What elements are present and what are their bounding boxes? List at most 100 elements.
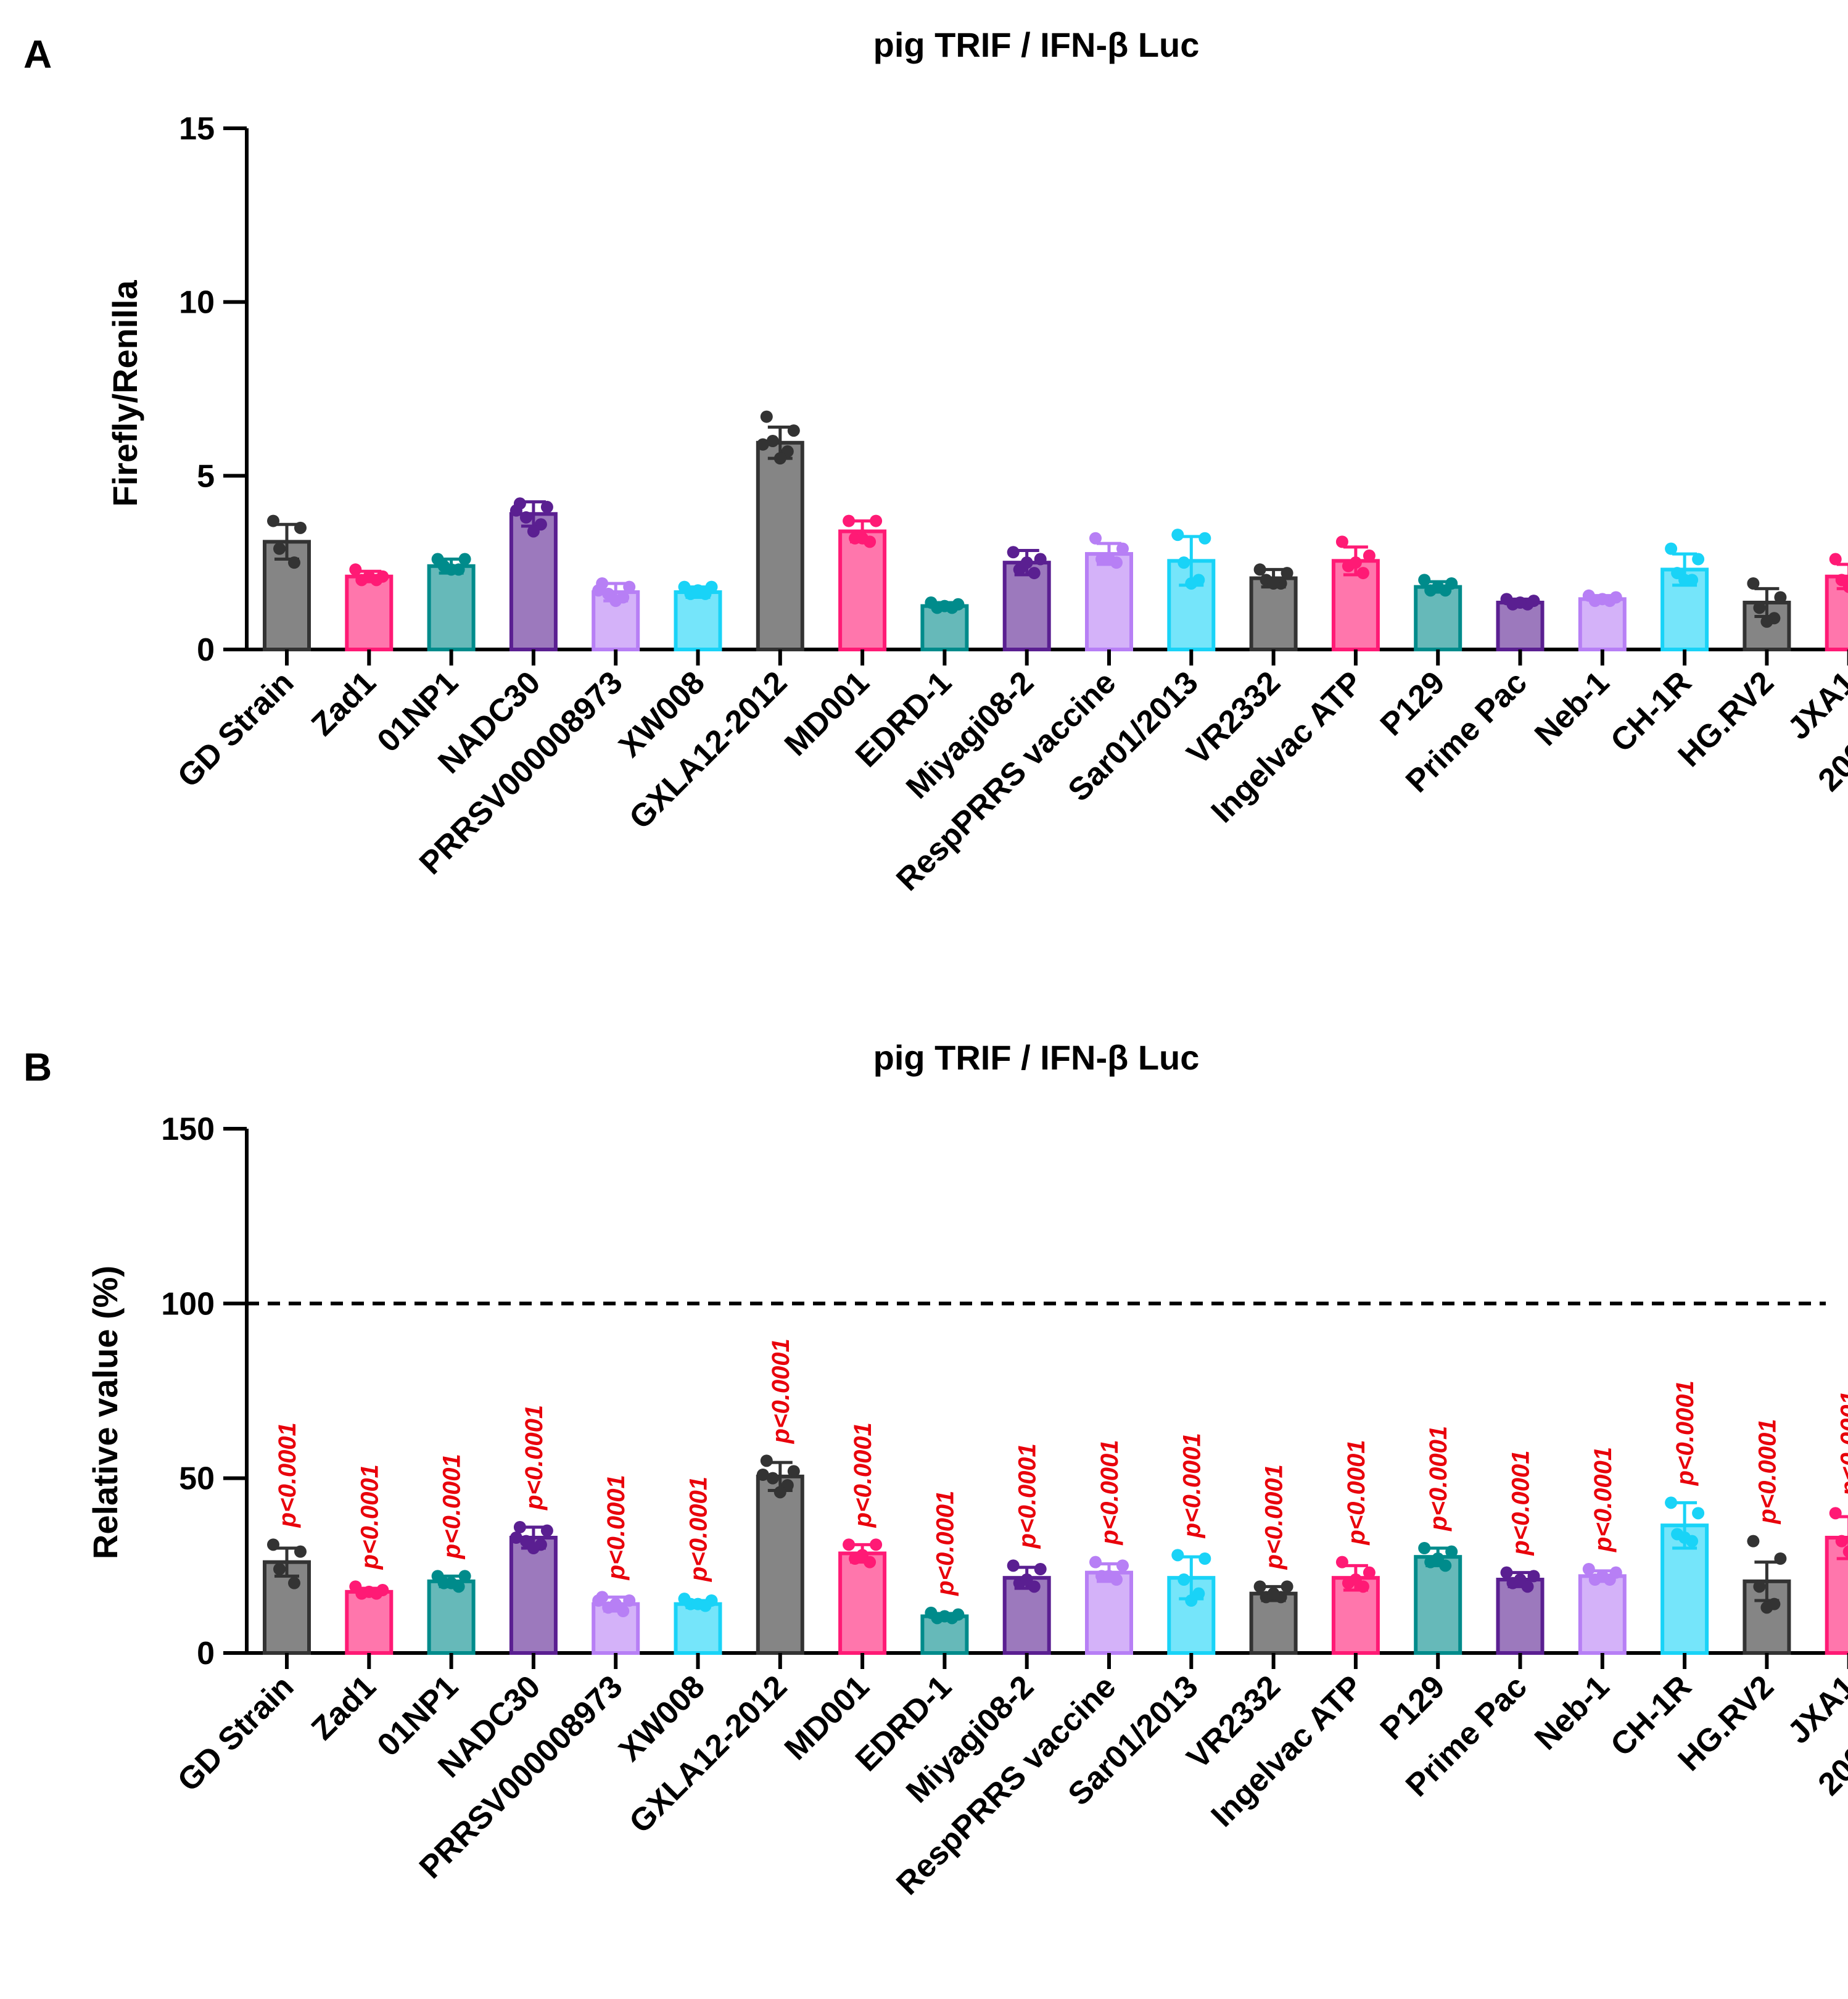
y-tick-label: 50 [179,1461,215,1497]
data-point [760,1454,773,1467]
p-value-label: p<0.0001 [1508,1451,1535,1556]
data-point [1418,1542,1431,1554]
data-point [870,514,883,527]
category-label: GD Strain [171,664,301,794]
data-point [519,511,532,524]
p-value-label: p<0.0001 [1425,1426,1452,1531]
y-tick-label: 15 [179,111,215,147]
data-point [1089,532,1102,545]
bar [1578,597,1627,651]
data-point [1349,556,1362,569]
data-point [288,1577,300,1589]
data-point [1007,1559,1020,1572]
category-label: GD Strain [171,1668,301,1799]
category-label: P129 [1374,1668,1452,1747]
data-point [756,1469,769,1481]
data-point [1185,577,1198,590]
data-point [513,1521,526,1533]
data-point [1363,549,1376,562]
category-label: Neb-1 [1528,1668,1616,1757]
data-point [1116,542,1129,555]
panel-a-title: pig TRIF / IFN-β Luc [873,25,1200,64]
panel-a: A pig TRIF / IFN-β Luc Firefly/Renilla 0… [23,25,1848,898]
bar [756,1474,804,1655]
y-tick-label: 10 [179,285,215,321]
data-point [1842,580,1848,593]
p-value-label: p<0.0001 [521,1405,548,1511]
data-point [1678,1531,1691,1544]
data-point [1034,553,1047,566]
p-value-label: p<0.0001 [1096,1440,1123,1546]
data-point [1500,1566,1513,1579]
data-point [1116,1559,1129,1572]
p-value-label: p<0.0001 [1590,1447,1617,1552]
bar [1496,600,1545,652]
bar [1578,1574,1627,1655]
data-point [1432,1552,1445,1565]
data-point [766,435,779,447]
data-point [1171,529,1184,542]
data-point [1335,1556,1348,1568]
p-value-label: p<0.0001 [439,1454,466,1559]
data-point [527,525,540,538]
bar [920,604,969,651]
data-point [787,424,800,437]
data-point [1020,1573,1033,1586]
data-point [1171,1549,1184,1562]
data-point [540,501,553,514]
data-point [870,1538,883,1551]
data-point [623,1594,636,1607]
data-point [1335,535,1348,548]
bar [427,564,476,651]
data-point [1596,1570,1609,1583]
data-point [1582,1563,1595,1575]
data-point [1089,1556,1102,1568]
data-point [273,1563,286,1575]
data-point [363,1585,376,1598]
data-point [843,514,856,527]
bar [674,590,722,651]
p-value-label: p<0.0001 [274,1422,301,1528]
p-value-label: p<0.0001 [685,1477,712,1582]
bar [1743,1579,1791,1655]
data-point [1665,542,1678,555]
data-point [1281,1580,1293,1593]
y-tick-label: 150 [161,1111,215,1147]
data-point [760,410,773,423]
bar [1414,1555,1462,1655]
bar [674,1602,722,1655]
data-point [1747,577,1760,590]
data-point [1267,1587,1280,1600]
p-value-label: p<0.0001 [1343,1440,1370,1546]
data-point [1185,1594,1198,1607]
data-point [1363,1566,1376,1579]
bar [1414,585,1462,651]
data-point [592,584,605,597]
data-point [1178,556,1190,569]
data-point [1445,1545,1458,1558]
p-value-label: p<0.0001 [1178,1433,1205,1538]
data-point [1034,1563,1047,1575]
data-point [1253,1580,1266,1593]
data-point [1267,577,1280,590]
data-point [1253,563,1266,576]
data-point [273,542,286,555]
bar [509,1536,558,1655]
data-point [1514,1573,1527,1586]
bar [427,1579,476,1655]
bar [1085,552,1133,651]
category-label: Zad1 [305,1668,383,1747]
category-label: Zad1 [305,664,383,743]
p-value-label: p<0.0001 [931,1491,959,1596]
bar [1825,1536,1848,1655]
data-point [1678,574,1691,587]
p-value-label: p<0.0001 [356,1464,383,1570]
data-point [938,600,951,612]
data-point [288,556,300,569]
panel-a-letter: A [23,32,52,76]
category-label: JXA1 [1781,1668,1848,1750]
data-point [294,521,307,534]
data-point [1692,553,1705,566]
